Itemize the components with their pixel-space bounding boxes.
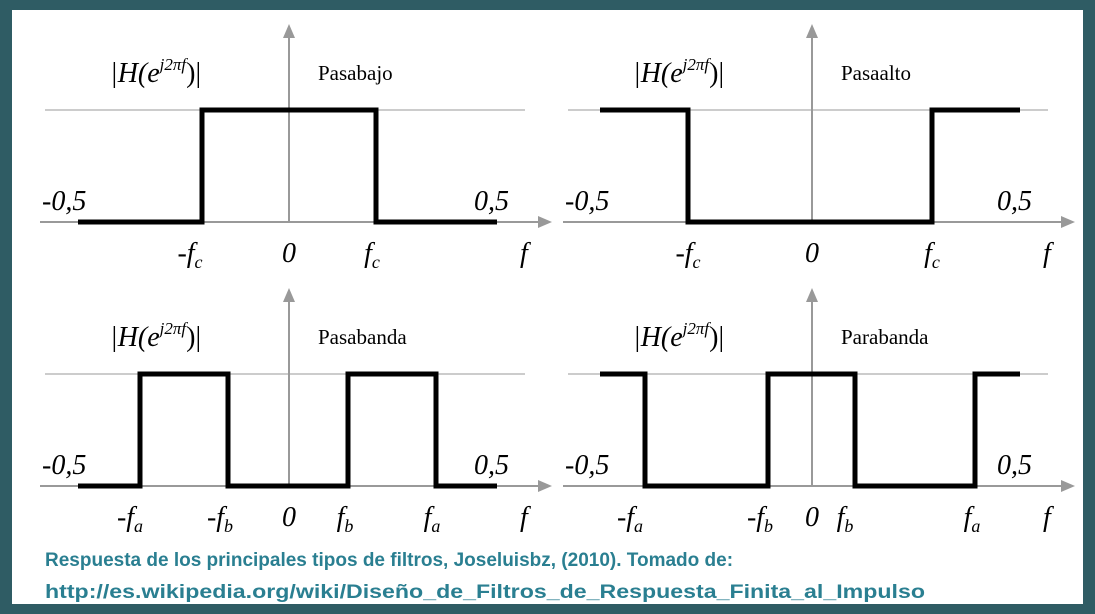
x-label: -fb: [207, 502, 233, 536]
x-label-main: f: [424, 502, 435, 533]
y-axis-arrow: [283, 288, 295, 302]
x-label: fa: [964, 502, 981, 536]
x-label: 0: [805, 238, 819, 269]
x-label-main: 0: [805, 502, 819, 533]
x-label-sub: b: [764, 516, 773, 536]
x-axis-arrow: [538, 216, 552, 228]
range-low: -0,5: [42, 450, 86, 481]
x-label-main: -f: [117, 502, 137, 533]
x-label-main: -f: [207, 502, 227, 533]
magnitude-label: |H(ej2πf)|: [110, 55, 201, 89]
filter-name: Pasabanda: [318, 325, 407, 349]
axis-name: f: [1043, 502, 1054, 533]
range-high: 0,5: [997, 186, 1032, 217]
magnitude-close: )|: [186, 322, 201, 353]
x-label-sub: a: [971, 516, 980, 536]
x-label: fb: [337, 502, 354, 536]
x-label-sub: a: [431, 516, 440, 536]
axis-name: f: [1043, 238, 1054, 269]
range-high: 0,5: [474, 450, 509, 481]
response-curve: [78, 371, 497, 489]
range-low: -0,5: [42, 186, 86, 217]
x-label-sub: a: [634, 516, 643, 536]
range-high: 0,5: [474, 186, 509, 217]
magnitude-sup: j2πf: [681, 55, 712, 74]
magnitude-sup: j2πf: [158, 319, 189, 338]
x-label-sub: b: [844, 516, 853, 536]
magnitude-close: )|: [709, 58, 724, 89]
magnitude-close: )|: [186, 58, 201, 89]
range-low: -0,5: [565, 450, 609, 481]
filter-name: Pasabajo: [318, 61, 393, 85]
x-label-sub: c: [932, 252, 940, 272]
x-label: fc: [924, 238, 940, 272]
filter-name: Pasaalto: [841, 61, 911, 85]
magnitude-close: )|: [709, 322, 724, 353]
range-low: -0,5: [565, 186, 609, 217]
x-label: -fc: [675, 238, 700, 272]
x-label-sub: c: [195, 252, 203, 272]
x-label-main: f: [964, 502, 975, 533]
axis-name: f: [520, 502, 531, 533]
y-axis-arrow: [806, 288, 818, 302]
x-label-main: f: [837, 502, 848, 533]
magnitude-main: |H(e: [633, 58, 683, 89]
x-axis-arrow: [538, 480, 552, 492]
x-label: 0: [282, 502, 296, 533]
x-label-sub: b: [224, 516, 233, 536]
x-label: -fa: [117, 502, 143, 536]
x-label-main: 0: [805, 238, 819, 269]
magnitude-label: |H(ej2πf)|: [110, 319, 201, 353]
x-label-main: 0: [282, 238, 296, 269]
response-curve: [600, 107, 1020, 225]
response-curve: [78, 107, 497, 225]
filter-panel: |H(ej2πf)| Pasaalto-0,5 0,5f-fc 0 fc: [563, 24, 1075, 272]
magnitude-label: |H(ej2πf)|: [633, 319, 724, 353]
x-label: 0: [805, 502, 819, 533]
x-label-main: -f: [675, 238, 695, 269]
magnitude-main: |H(e: [110, 58, 160, 89]
x-label-sub: c: [372, 252, 380, 272]
x-label-main: -f: [747, 502, 767, 533]
filter-panel: |H(ej2πf)| Pasabanda-0,5 0,5f-fa -fb 0 fb fa: [40, 288, 552, 536]
y-axis-arrow: [806, 24, 818, 38]
x-label: fa: [424, 502, 441, 536]
filter-panel: |H(ej2πf)| Parabanda-0,5 0,5f-fa -fb 0 fb fa: [563, 288, 1075, 536]
magnitude-main: |H(e: [110, 322, 160, 353]
x-label: -fa: [617, 502, 643, 536]
y-axis-arrow: [283, 24, 295, 38]
x-axis-arrow: [1061, 216, 1075, 228]
filter-name: Parabanda: [841, 325, 929, 349]
x-label-main: f: [364, 238, 375, 269]
x-label-main: 0: [282, 502, 296, 533]
x-label-sub: b: [344, 516, 353, 536]
axis-name: f: [520, 238, 531, 269]
magnitude-label: |H(ej2πf)|: [633, 55, 724, 89]
x-axis-arrow: [1061, 480, 1075, 492]
x-label: fc: [364, 238, 380, 272]
x-label: fb: [837, 502, 854, 536]
caption-line: http://es.wikipedia.org/wiki/Diseño_de_F…: [45, 582, 925, 603]
x-label: 0: [282, 238, 296, 269]
x-label: -fb: [747, 502, 773, 536]
x-label-main: -f: [617, 502, 637, 533]
x-label: -fc: [177, 238, 202, 272]
response-curve: [600, 371, 1020, 489]
x-label-main: f: [924, 238, 935, 269]
range-high: 0,5: [997, 450, 1032, 481]
magnitude-sup: j2πf: [681, 319, 712, 338]
filter-panel: |H(ej2πf)| Pasabajo-0,5 0,5f-fc 0 fc: [40, 24, 552, 272]
caption-line: Respuesta de los principales tipos de fi…: [45, 550, 733, 571]
x-label-main: f: [337, 502, 348, 533]
x-label-sub: c: [693, 252, 701, 272]
x-label-main: -f: [177, 238, 197, 269]
x-label-sub: a: [134, 516, 143, 536]
magnitude-sup: j2πf: [158, 55, 189, 74]
magnitude-main: |H(e: [633, 322, 683, 353]
